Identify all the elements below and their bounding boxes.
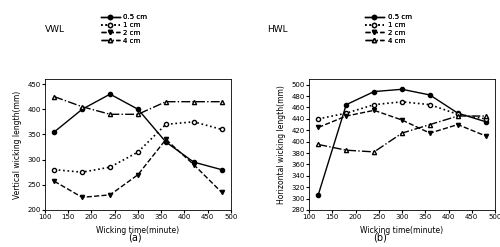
Text: VWL: VWL: [45, 25, 65, 34]
Text: HWL: HWL: [268, 25, 288, 34]
Legend: 0.5 cm, 1 cm, 2 cm, 4 cm: 0.5 cm, 1 cm, 2 cm, 4 cm: [364, 14, 412, 44]
X-axis label: Wicking time(minute): Wicking time(minute): [96, 226, 180, 235]
Text: (a): (a): [128, 232, 142, 242]
Y-axis label: Horizontal wicking length(mm): Horizontal wicking length(mm): [277, 85, 286, 204]
X-axis label: Wicking time(minute): Wicking time(minute): [360, 226, 444, 235]
Text: (b): (b): [373, 232, 387, 242]
Legend: 0.5 cm, 1 cm, 2 cm, 4 cm: 0.5 cm, 1 cm, 2 cm, 4 cm: [100, 14, 148, 44]
Y-axis label: Vertical wicking length(mm): Vertical wicking length(mm): [13, 90, 22, 199]
